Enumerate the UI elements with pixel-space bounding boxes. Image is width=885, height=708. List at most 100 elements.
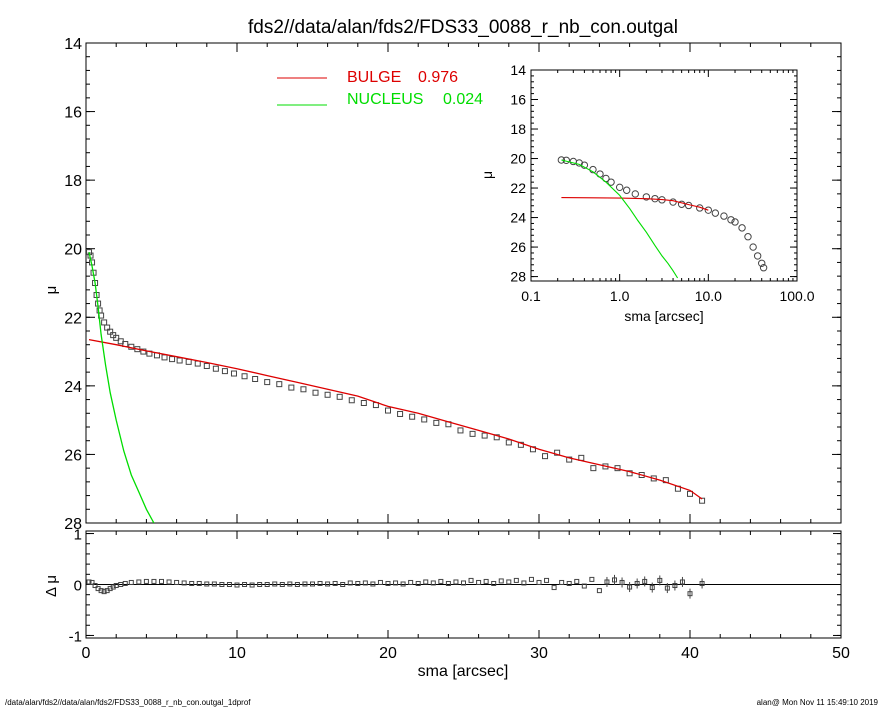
residual-point-marker xyxy=(642,578,648,584)
residual-point-marker xyxy=(118,582,124,587)
legend-nucleus-label: NUCLEUS xyxy=(347,91,423,108)
data-point-marker xyxy=(517,441,524,448)
data-point-marker xyxy=(169,356,176,363)
inset-data-point-marker xyxy=(720,212,728,220)
residual-point-marker xyxy=(536,579,542,585)
x-tick-label: 50 xyxy=(832,645,850,662)
residual-point-marker xyxy=(310,581,315,587)
data-point-marker xyxy=(566,456,573,463)
data-point-marker xyxy=(101,319,108,326)
data-point-marker xyxy=(481,432,488,439)
residual-point-marker xyxy=(370,581,376,587)
residual-point-marker xyxy=(385,580,391,586)
residual-point-marker xyxy=(453,579,459,585)
residual-point-marker xyxy=(159,578,164,584)
residual-point-marker xyxy=(528,576,534,582)
residual-point-marker xyxy=(423,579,429,585)
residual-point-marker xyxy=(113,583,119,589)
data-point-marker xyxy=(230,370,237,377)
residual-point-marker xyxy=(627,584,633,590)
data-point-marker xyxy=(687,490,693,497)
residual-point-marker xyxy=(101,589,107,595)
footer-file-path: /data/alan/fds2//data/alan/fds2/FDS33_00… xyxy=(5,698,251,707)
residual-point-marker xyxy=(181,580,187,586)
data-point-marker xyxy=(324,391,331,398)
inset-data-point-marker xyxy=(557,156,566,164)
residual-point-marker xyxy=(204,581,210,587)
residual-point-marker xyxy=(340,582,346,587)
legend-nucleus-value: 0.024 xyxy=(443,91,483,108)
residual-point-marker xyxy=(234,582,240,588)
residual-y-tick-label: -1 xyxy=(69,628,82,645)
inset-data-point-marker xyxy=(622,186,631,194)
inset-y-tick-label: 14 xyxy=(510,62,526,78)
residual-point-marker xyxy=(189,580,195,586)
inset-data-point-marker xyxy=(744,233,752,241)
data-point-marker xyxy=(385,407,391,414)
inset-y-tick-label: 16 xyxy=(510,92,526,108)
chart-title: fds2//data/alan/fds2/FDS33_0088_r_nb_con… xyxy=(248,17,678,38)
data-point-marker xyxy=(554,449,561,456)
residual-point-marker xyxy=(634,580,640,586)
residual-point-marker xyxy=(317,580,323,586)
data-point-marker xyxy=(140,348,147,355)
x-tick-label: 0 xyxy=(82,645,91,662)
residual-point-marker xyxy=(544,577,550,583)
residual-point-marker xyxy=(89,579,95,585)
main-axis-ticks: 14 16 18 20 22 24 26 28 xyxy=(64,36,842,533)
residual-point-marker xyxy=(483,578,489,584)
inset-y-tick-label: 28 xyxy=(510,269,526,285)
residual-point-marker xyxy=(362,580,368,586)
inset-data-point-marker xyxy=(727,216,735,224)
residual-point-marker xyxy=(400,581,406,587)
residual-point-marker xyxy=(136,579,142,585)
inset-data-point-marker xyxy=(749,243,757,251)
residual-point-marker xyxy=(566,580,572,586)
data-point-marker xyxy=(276,381,283,388)
inset-y-tick-label: 24 xyxy=(510,210,526,226)
main-plot-series xyxy=(86,249,706,523)
inset-y-tick-label: 18 xyxy=(510,121,526,137)
residual-point-marker xyxy=(699,580,705,586)
residual-point-marker xyxy=(166,579,172,585)
data-point-marker xyxy=(348,397,355,404)
residual-point-marker xyxy=(355,580,361,586)
residual-point-marker xyxy=(332,580,338,586)
data-point-marker xyxy=(300,386,307,393)
data-point-marker xyxy=(252,376,259,382)
residual-point-marker xyxy=(581,583,587,589)
main-y-tick-label: 26 xyxy=(64,447,82,464)
residual-point-marker xyxy=(211,581,217,587)
data-point-marker xyxy=(312,389,319,396)
residual-point-marker xyxy=(664,585,670,591)
inset-series-group xyxy=(557,156,768,279)
main-y-tick-label: 28 xyxy=(64,516,82,533)
inset-data-point-marker xyxy=(759,264,768,272)
residual-point-marker xyxy=(679,579,685,585)
legend-bulge-label: BULGE xyxy=(347,69,401,86)
data-point-marker xyxy=(288,384,295,391)
inset-data-point-marker xyxy=(711,209,720,217)
residual-point-marker xyxy=(196,580,202,586)
residual-point-marker xyxy=(264,582,270,587)
residual-point-marker xyxy=(249,582,255,588)
residual-point-marker xyxy=(294,582,300,587)
data-point-marker xyxy=(161,354,168,361)
residual-point-marker xyxy=(98,588,104,594)
bulge-model-line xyxy=(88,338,703,500)
residual-y-tick-label: 0 xyxy=(74,578,82,595)
inset-data-point-marker xyxy=(642,193,651,201)
residual-point-marker xyxy=(612,577,617,583)
main-y-tick-label: 24 xyxy=(64,379,82,396)
residual-point-marker xyxy=(174,579,180,585)
residual-point-marker xyxy=(551,585,557,591)
data-point-marker xyxy=(360,400,367,406)
legend-bulge-value: 0.976 xyxy=(418,69,458,86)
data-point-marker xyxy=(212,365,219,372)
data-point-marker xyxy=(638,472,645,478)
main-y-tick-label: 22 xyxy=(64,310,82,327)
inset-data-point-marker xyxy=(731,218,739,226)
residual-point-marker xyxy=(347,580,353,586)
main-y-tick-label: 14 xyxy=(64,36,82,53)
